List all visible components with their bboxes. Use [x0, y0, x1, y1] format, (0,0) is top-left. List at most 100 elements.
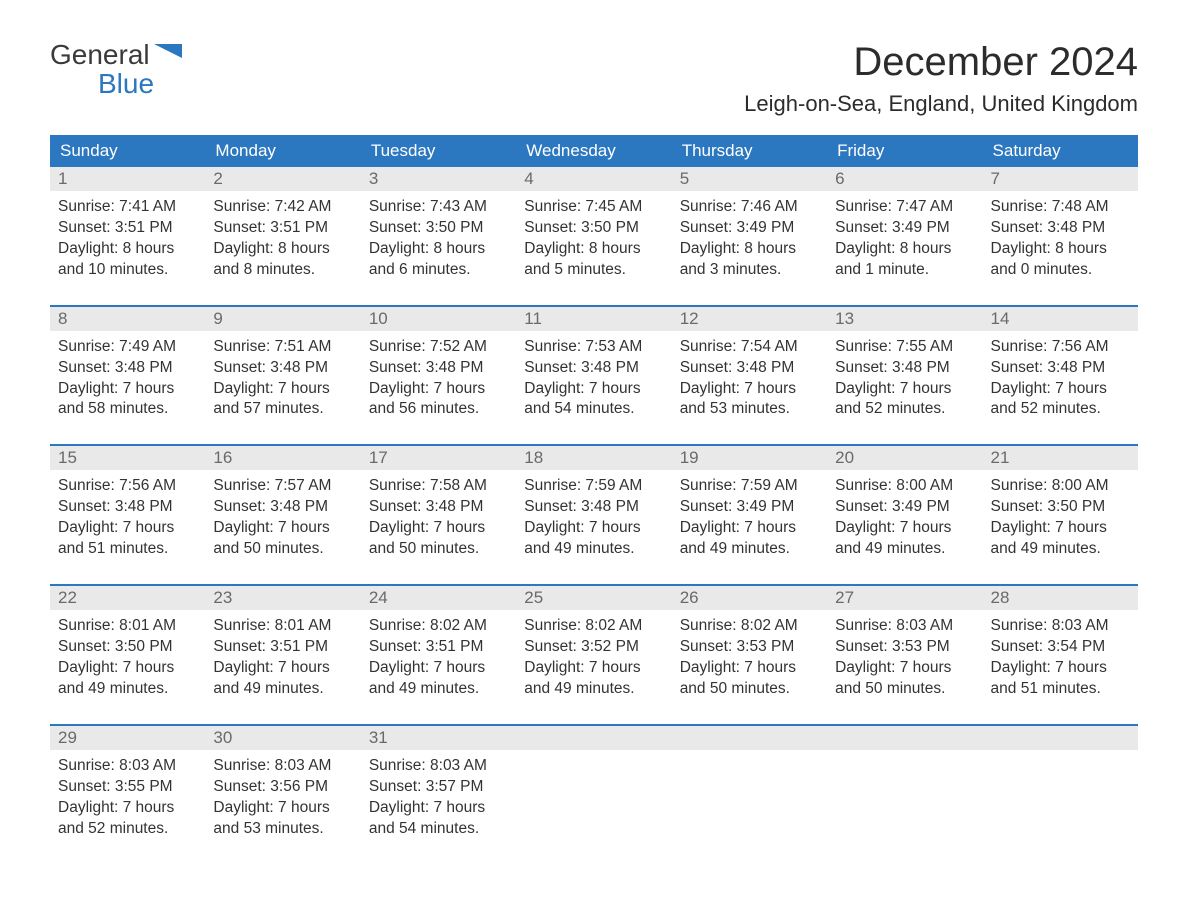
day-number: 22 [50, 586, 205, 610]
day-number: 2 [205, 167, 360, 191]
daylight-text-1: Daylight: 7 hours [369, 518, 508, 539]
day-number: 7 [983, 167, 1138, 191]
daylight-text-2: and 3 minutes. [680, 260, 819, 281]
daylight-text-1: Daylight: 7 hours [524, 658, 663, 679]
sunset-text: Sunset: 3:49 PM [680, 497, 819, 518]
day-cell: Sunrise: 7:48 AMSunset: 3:48 PMDaylight:… [983, 191, 1138, 285]
sunrise-text: Sunrise: 8:03 AM [835, 616, 974, 637]
day-number: 28 [983, 586, 1138, 610]
day-number: 19 [672, 446, 827, 470]
daylight-text-1: Daylight: 7 hours [680, 518, 819, 539]
day-number: 5 [672, 167, 827, 191]
daylight-text-2: and 0 minutes. [991, 260, 1130, 281]
logo-text-bottom: Blue [98, 69, 182, 98]
daylight-text-1: Daylight: 7 hours [58, 518, 197, 539]
sunrise-text: Sunrise: 7:57 AM [213, 476, 352, 497]
day-cell: Sunrise: 7:45 AMSunset: 3:50 PMDaylight:… [516, 191, 671, 285]
daylight-text-1: Daylight: 8 hours [991, 239, 1130, 260]
day-number: 8 [50, 307, 205, 331]
location: Leigh-on-Sea, England, United Kingdom [744, 91, 1138, 117]
sunset-text: Sunset: 3:48 PM [991, 218, 1130, 239]
day-content-row: Sunrise: 7:49 AMSunset: 3:48 PMDaylight:… [50, 331, 1138, 425]
header: General Blue December 2024 Leigh-on-Sea,… [50, 40, 1138, 117]
day-number-row: 293031 [50, 726, 1138, 750]
week-block: 1234567Sunrise: 7:41 AMSunset: 3:51 PMDa… [50, 167, 1138, 285]
daylight-text-2: and 49 minutes. [835, 539, 974, 560]
daylight-text-1: Daylight: 8 hours [524, 239, 663, 260]
logo-text-top: General [50, 40, 150, 69]
sunrise-text: Sunrise: 7:56 AM [58, 476, 197, 497]
daylight-text-2: and 49 minutes. [524, 679, 663, 700]
day-cell: Sunrise: 7:56 AMSunset: 3:48 PMDaylight:… [983, 331, 1138, 425]
sunset-text: Sunset: 3:53 PM [680, 637, 819, 658]
daylight-text-1: Daylight: 7 hours [58, 798, 197, 819]
sunrise-text: Sunrise: 8:00 AM [991, 476, 1130, 497]
day-number: 21 [983, 446, 1138, 470]
day-number: 12 [672, 307, 827, 331]
day-cell: Sunrise: 7:59 AMSunset: 3:48 PMDaylight:… [516, 470, 671, 564]
day-number: 30 [205, 726, 360, 750]
day-cell: Sunrise: 8:03 AMSunset: 3:56 PMDaylight:… [205, 750, 360, 844]
day-cell: Sunrise: 7:49 AMSunset: 3:48 PMDaylight:… [50, 331, 205, 425]
sunrise-text: Sunrise: 7:46 AM [680, 197, 819, 218]
daylight-text-1: Daylight: 7 hours [991, 658, 1130, 679]
day-cell: Sunrise: 8:03 AMSunset: 3:57 PMDaylight:… [361, 750, 516, 844]
week-block: 293031Sunrise: 8:03 AMSunset: 3:55 PMDay… [50, 724, 1138, 844]
day-number: 11 [516, 307, 671, 331]
day-number: 1 [50, 167, 205, 191]
daylight-text-1: Daylight: 7 hours [524, 379, 663, 400]
sunrise-text: Sunrise: 7:58 AM [369, 476, 508, 497]
sunrise-text: Sunrise: 7:42 AM [213, 197, 352, 218]
daylight-text-2: and 8 minutes. [213, 260, 352, 281]
day-cell: Sunrise: 7:53 AMSunset: 3:48 PMDaylight:… [516, 331, 671, 425]
sunset-text: Sunset: 3:53 PM [835, 637, 974, 658]
sunrise-text: Sunrise: 7:48 AM [991, 197, 1130, 218]
day-number: 17 [361, 446, 516, 470]
day-number [983, 726, 1138, 750]
day-cell: Sunrise: 7:52 AMSunset: 3:48 PMDaylight:… [361, 331, 516, 425]
sunset-text: Sunset: 3:48 PM [213, 358, 352, 379]
sunset-text: Sunset: 3:56 PM [213, 777, 352, 798]
month-title: December 2024 [744, 40, 1138, 85]
day-number: 24 [361, 586, 516, 610]
sunrise-text: Sunrise: 7:47 AM [835, 197, 974, 218]
day-number: 27 [827, 586, 982, 610]
daylight-text-2: and 54 minutes. [524, 399, 663, 420]
sunrise-text: Sunrise: 8:01 AM [213, 616, 352, 637]
daylight-text-2: and 52 minutes. [58, 819, 197, 840]
title-block: December 2024 Leigh-on-Sea, England, Uni… [744, 40, 1138, 117]
daylight-text-2: and 53 minutes. [213, 819, 352, 840]
daylight-text-2: and 6 minutes. [369, 260, 508, 281]
sunrise-text: Sunrise: 8:01 AM [58, 616, 197, 637]
day-number: 3 [361, 167, 516, 191]
day-content-row: Sunrise: 7:41 AMSunset: 3:51 PMDaylight:… [50, 191, 1138, 285]
daylight-text-2: and 49 minutes. [991, 539, 1130, 560]
sunset-text: Sunset: 3:48 PM [991, 358, 1130, 379]
day-number: 23 [205, 586, 360, 610]
sunset-text: Sunset: 3:51 PM [213, 637, 352, 658]
day-number: 31 [361, 726, 516, 750]
week-block: 22232425262728Sunrise: 8:01 AMSunset: 3:… [50, 584, 1138, 704]
day-cell: Sunrise: 7:42 AMSunset: 3:51 PMDaylight:… [205, 191, 360, 285]
sunrise-text: Sunrise: 7:54 AM [680, 337, 819, 358]
day-number-row: 15161718192021 [50, 446, 1138, 470]
week-block: 15161718192021 Sunrise: 7:56 AM Sunset: 3:… [50, 444, 1138, 564]
sunrise-text: Sunrise: 7:43 AM [369, 197, 508, 218]
day-number: 4 [516, 167, 671, 191]
day-number [516, 726, 671, 750]
sunset-text: Sunset: 3:57 PM [369, 777, 508, 798]
sunrise-text: Sunrise: 7:52 AM [369, 337, 508, 358]
sunset-text: Sunset: 3:50 PM [524, 218, 663, 239]
daylight-text-2: and 49 minutes. [369, 679, 508, 700]
sunset-text: Sunset: 3:50 PM [58, 637, 197, 658]
weekday-header-row: Sunday Monday Tuesday Wednesday Thursday… [50, 135, 1138, 167]
sunrise-text: Sunrise: 8:03 AM [991, 616, 1130, 637]
day-number-row: 1234567 [50, 167, 1138, 191]
sunset-text: Sunset: 3:55 PM [58, 777, 197, 798]
day-content-row: Sunrise: 8:01 AMSunset: 3:50 PMDaylight:… [50, 610, 1138, 704]
daylight-text-2: and 50 minutes. [835, 679, 974, 700]
sunset-text: Sunset: 3:52 PM [524, 637, 663, 658]
daylight-text-1: Daylight: 7 hours [524, 518, 663, 539]
daylight-text-2: and 52 minutes. [991, 399, 1130, 420]
day-cell: Sunrise: 7:51 AMSunset: 3:48 PMDaylight:… [205, 331, 360, 425]
